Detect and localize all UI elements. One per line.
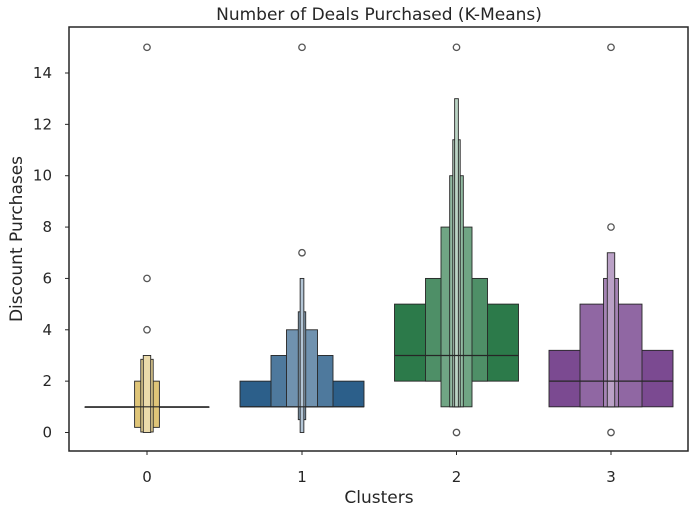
cluster-0-group [84, 43, 210, 433]
cluster-0-box-3 [142, 355, 152, 433]
x-tick-label-2: 2 [452, 468, 462, 486]
y-tick-label-10: 10 [33, 167, 52, 185]
y-tick-label-14: 14 [33, 64, 52, 82]
x-tick-label-0: 0 [142, 468, 152, 486]
cluster-1-outlier-1 [298, 43, 306, 52]
x-tick-label-1: 1 [297, 468, 307, 486]
cluster-2-outlier-1 [452, 43, 461, 52]
cluster-0-outlier-0 [143, 325, 151, 334]
cluster-3-outlier-0 [607, 428, 615, 437]
y-tick-label-8: 8 [42, 218, 52, 236]
plot-area [84, 43, 674, 437]
chart-title: Number of Deals Purchased (K-Means) [216, 5, 542, 25]
cluster-0-outlier-2 [143, 43, 151, 52]
cluster-1-box-4 [299, 277, 305, 433]
x-axis: 0 1 2 3 [142, 451, 616, 486]
plot-frame [68, 26, 689, 452]
cluster-3-group [548, 43, 674, 437]
cluster-0-outlier-1 [143, 274, 151, 283]
cluster-3-box-3 [606, 252, 616, 408]
cluster-1-group [239, 43, 365, 433]
y-tick-label-0: 0 [42, 424, 52, 442]
cluster-2-group [394, 43, 519, 437]
x-axis-label: Clusters [344, 488, 413, 508]
y-tick-label-12: 12 [33, 115, 52, 133]
y-tick-label-2: 2 [42, 372, 52, 390]
y-axis-label: Discount Purchases [7, 156, 27, 322]
cluster-1-outlier-0 [298, 248, 306, 257]
cluster-2-box-5 [454, 98, 459, 408]
y-tick-label-6: 6 [42, 269, 52, 287]
cluster-2-outlier-0 [452, 428, 461, 437]
y-tick-label-4: 4 [42, 321, 52, 339]
y-axis: 0 2 4 6 8 10 12 14 [33, 64, 69, 442]
x-tick-label-3: 3 [606, 468, 616, 486]
cluster-3-outlier-2 [607, 43, 615, 52]
cluster-3-outlier-1 [607, 223, 615, 231]
